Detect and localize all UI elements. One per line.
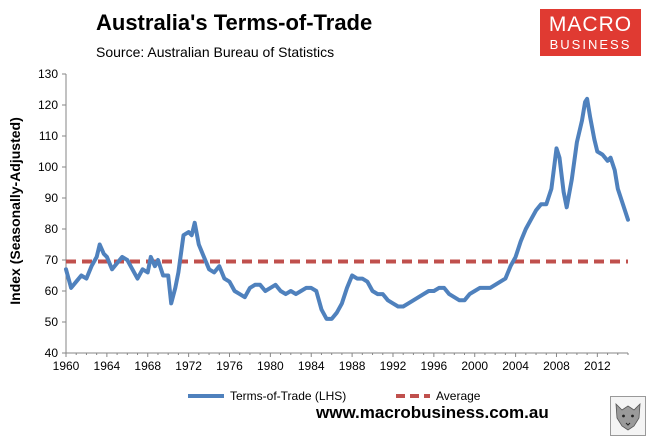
series-layer — [64, 96, 630, 321]
x-tick-label: 1996 — [421, 359, 448, 373]
y-tick-label: 130 — [38, 67, 58, 81]
y-tick-label: 60 — [45, 284, 59, 298]
x-tick-label: 1976 — [216, 359, 243, 373]
x-tick-label: 2012 — [584, 359, 611, 373]
y-tick-label: 50 — [45, 315, 59, 329]
x-tick-label: 1964 — [94, 359, 121, 373]
legend-label-terms-of-trade: Terms-of-Trade (LHS) — [230, 389, 346, 403]
x-tick-label: 2000 — [461, 359, 488, 373]
y-tick-label: 100 — [38, 160, 58, 174]
x-tick-label: 1972 — [175, 359, 202, 373]
logo-line-2: BUSINESS — [549, 37, 632, 52]
x-tick-label: 1988 — [339, 359, 366, 373]
y-tick-label: 90 — [45, 191, 59, 205]
y-tick-label: 70 — [45, 253, 59, 267]
legend-label-average: Average — [436, 389, 481, 403]
y-tick-label: 120 — [38, 98, 58, 112]
y-tick-label: 80 — [45, 222, 59, 236]
y-tick-label: 40 — [45, 346, 59, 360]
x-tick-label: 1980 — [257, 359, 284, 373]
x-tick-label: 1984 — [298, 359, 325, 373]
x-tick-label: 1960 — [53, 359, 80, 373]
y-axis-label: Index (Seasonally-Adjusted) — [7, 117, 23, 304]
logo-line-1: MACRO — [548, 13, 633, 36]
macro-business-logo[interactable]: MACRO BUSINESS — [540, 9, 641, 56]
x-tick-label: 2008 — [543, 359, 570, 373]
chart-subtitle: Source: Australian Bureau of Statistics — [96, 44, 335, 60]
wolf-logo-icon — [610, 396, 646, 436]
page-title: Australia's Terms-of-Trade — [96, 10, 373, 35]
x-tick-label: 1968 — [134, 359, 161, 373]
x-axis-tick-labels: 1960 1964 1968 1972 1976 1980 1984 1988 1992 1996… — [53, 359, 611, 373]
x-tick-label: 2004 — [502, 359, 529, 373]
chart-legend: Terms-of-Trade (LHS) Average — [188, 389, 481, 403]
y-tick-label: 110 — [39, 129, 58, 143]
chart-axes — [62, 73, 629, 357]
series-line-terms-of-trade — [64, 96, 630, 321]
footer-url[interactable]: www.macrobusiness.com.au — [316, 403, 549, 422]
y-axis-tick-labels: 40 50 60 70 80 90 100 110 120 130 — [38, 67, 58, 360]
x-tick-label: 1992 — [380, 359, 407, 373]
